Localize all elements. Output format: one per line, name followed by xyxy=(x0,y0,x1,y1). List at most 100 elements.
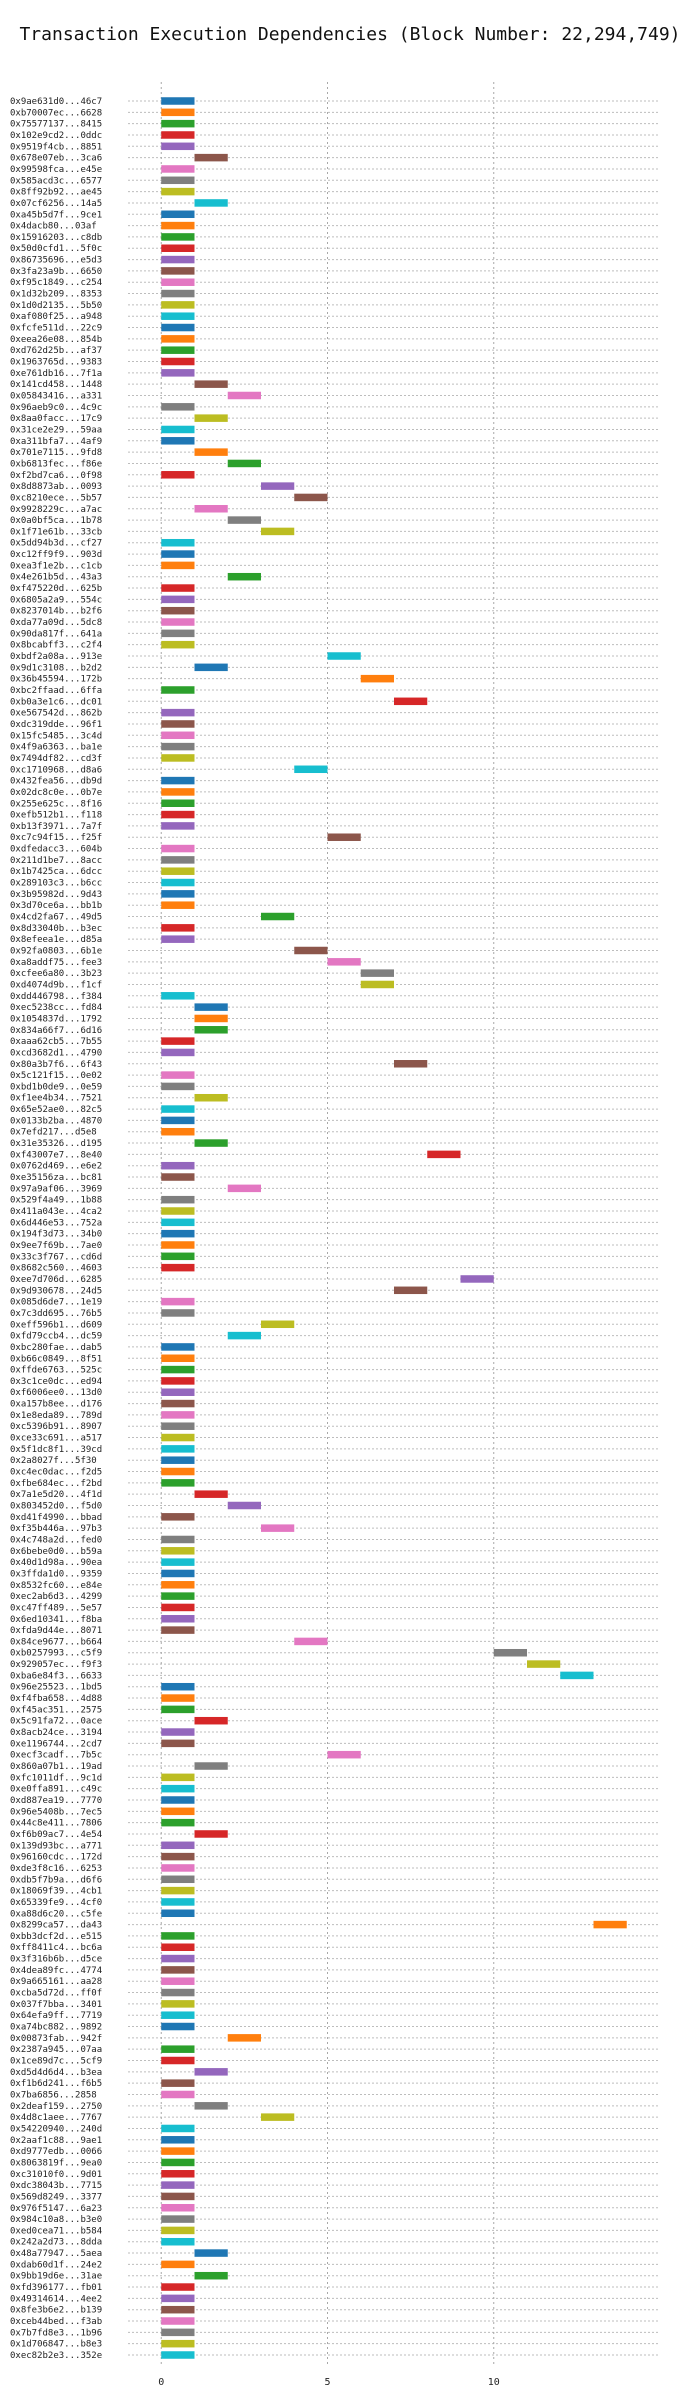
dependency-bar xyxy=(194,1762,228,1770)
dependency-bar xyxy=(161,1127,195,1136)
transaction-label: 0xf35b446a...97b3 xyxy=(10,1524,102,1534)
dependency-bar xyxy=(161,1728,195,1736)
transaction-label: 0x96e25523...1bd5 xyxy=(10,1683,102,1693)
transaction-label: 0x085d6de7...1e19 xyxy=(10,1298,102,1308)
dependency-bar xyxy=(161,1694,195,1702)
transaction-label: 0xd41f4990...bbad xyxy=(10,1513,102,1523)
dependency-bar xyxy=(161,2056,195,2065)
transaction-label: 0x00873fab...942f xyxy=(10,2034,102,2044)
transaction-label: 0x9928229c...a7ac xyxy=(10,505,102,515)
dependency-bar xyxy=(427,1150,461,1159)
transaction-label: 0x75577137...8415 xyxy=(10,120,102,130)
dependency-bar xyxy=(161,2136,195,2144)
dependency-bar xyxy=(161,1513,195,1521)
transaction-label: 0x2a8027f...5f30 xyxy=(10,1456,97,1466)
dependency-bar xyxy=(194,1003,228,1011)
dependency-bar xyxy=(161,1354,195,1363)
transaction-label: 0x8acb24ce...3194 xyxy=(10,1728,102,1738)
dependency-bar xyxy=(161,731,195,740)
transaction-label: 0x40d1d98a...90ea xyxy=(10,1558,102,1568)
dependency-bar xyxy=(227,1501,261,1510)
transaction-label: 0xefb512b1...f118 xyxy=(10,811,102,821)
transaction-label: 0x7494df82...cd3f xyxy=(10,754,102,764)
transaction-label: 0xc47ff489...5e57 xyxy=(10,1603,102,1613)
dependency-bar xyxy=(161,1207,195,1215)
transaction-label: 0xc4ec0dac...f2d5 xyxy=(10,1468,102,1478)
transaction-label: 0x701e7115...9fd8 xyxy=(10,448,102,458)
transaction-label: 0x9a665161...aa28 xyxy=(10,1977,102,1987)
transaction-label: 0x929057ec...f9f3 xyxy=(10,1660,102,1670)
transaction-label: 0x92fa0803...6b1e xyxy=(10,946,102,956)
dependency-bar xyxy=(161,2022,195,2031)
transaction-label: 0x8efeea1e...d85a xyxy=(10,935,102,945)
x-axis-labels: 0 5 10 xyxy=(158,2377,500,2388)
transaction-label: 0x84ce9677...b664 xyxy=(10,1637,102,1647)
dependency-bar xyxy=(161,2170,195,2178)
transaction-label: 0x8ff92b92...ae45 xyxy=(10,188,102,198)
dependency-bar xyxy=(227,459,261,468)
dependency-bar xyxy=(161,176,195,185)
transaction-label: 0x6bebe0d0...b59a xyxy=(10,1547,102,1557)
transaction-label: 0x49314614...4ee2 xyxy=(10,2294,102,2304)
dependency-bar xyxy=(161,742,195,751)
dependency-bar xyxy=(161,2147,195,2155)
transaction-label: 0xb66c0849...8f51 xyxy=(10,1354,102,1364)
transaction-label: 0xde3f8c16...6253 xyxy=(10,1864,102,1874)
dependency-bar xyxy=(161,2237,195,2246)
transaction-label: 0xec2ab6d3...4299 xyxy=(10,1592,102,1602)
dependency-bar xyxy=(161,425,195,434)
transaction-label: 0x984c10a8...b3e0 xyxy=(10,2215,102,2225)
transaction-label: 0x3b95982d...9d43 xyxy=(10,890,102,900)
transaction-label: 0x8fe3b6e2...b139 xyxy=(10,2306,102,2316)
transaction-label: 0x1ce89d7c...5cf9 xyxy=(10,2057,102,2067)
dependency-bar xyxy=(161,2351,195,2359)
transaction-label: 0x15fc5485...3c4d xyxy=(10,731,102,741)
dependency-bar xyxy=(161,119,195,128)
dependency-bar xyxy=(161,561,195,570)
transaction-label: 0xd4074d9b...f1cf xyxy=(10,980,102,990)
transaction-label: 0xdc38043b...7715 xyxy=(10,2181,102,2191)
transaction-label: 0x7c3dd695...76b5 xyxy=(10,1309,102,1319)
dependency-bar xyxy=(327,958,361,966)
dependency-bar xyxy=(161,289,195,298)
transaction-label: 0xf95c1849...c254 xyxy=(10,278,102,288)
transaction-label: 0x803452d0...f5d0 xyxy=(10,1502,102,1512)
dependency-bar xyxy=(161,255,195,264)
transaction-label: 0xff8411c4...bc6a xyxy=(10,1943,102,1953)
transaction-label: 0x4dacb80...03af xyxy=(10,222,97,232)
transaction-label: 0x33c3f767...cd6d xyxy=(10,1252,102,1262)
x-gridlines xyxy=(160,82,495,2365)
dependency-bar xyxy=(161,629,195,638)
dependency-bar xyxy=(161,1966,195,1974)
dependency-bar xyxy=(161,810,195,819)
x-tick-label: 5 xyxy=(324,2377,330,2388)
dependency-bar xyxy=(161,538,195,547)
dependency-bar xyxy=(161,1173,195,1181)
transaction-label: 0x8d33040b...b3ec xyxy=(10,924,102,934)
transaction-label: 0x2aaf1c88...9ae1 xyxy=(10,2136,102,2146)
dependency-bar xyxy=(161,1807,195,1816)
dependency-bar xyxy=(161,267,195,275)
transaction-label: 0x07cf6256...14a5 xyxy=(10,199,102,209)
transaction-label: 0x569d8249...3377 xyxy=(10,2192,102,2202)
transaction-label: 0xdc319dde...96f1 xyxy=(10,720,102,730)
dependency-bar xyxy=(161,878,195,887)
dependency-bar xyxy=(161,1399,195,1408)
transaction-label: 0xcfee6a80...3b23 xyxy=(10,969,102,979)
dependency-bar xyxy=(161,1343,195,1351)
transaction-label: 0x0133b2ba...4870 xyxy=(10,1116,102,1126)
transaction-label: 0xecf3cadf...7b5c xyxy=(10,1751,102,1761)
dependency-bar xyxy=(161,369,195,377)
transaction-label: 0x50d0cfd1...5f0c xyxy=(10,244,102,254)
transaction-label: 0x1d0d2135...5b50 xyxy=(10,301,102,311)
transaction-label: 0x54220940...240d xyxy=(10,2124,102,2134)
transaction-label: 0x15916203...c8db xyxy=(10,233,102,243)
transaction-label: 0x242a2d73...8dda xyxy=(10,2238,102,2248)
dependency-bar xyxy=(227,1184,261,1193)
transaction-label: 0xeea26e08...854b xyxy=(10,335,102,345)
transaction-label: 0x7ba6856...2858 xyxy=(10,2090,97,2100)
dependency-bar xyxy=(294,946,328,955)
chart-title: Transaction Execution Dependencies (Bloc… xyxy=(19,24,680,45)
dependency-bar xyxy=(261,2113,295,2121)
